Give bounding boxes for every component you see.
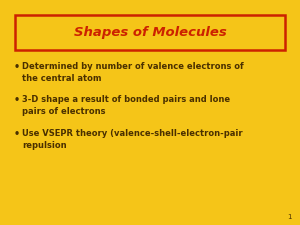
Text: 3-D shape a result of bonded pairs and lone
pairs of electrons: 3-D shape a result of bonded pairs and l… bbox=[22, 95, 230, 116]
FancyBboxPatch shape bbox=[15, 15, 285, 50]
Text: •: • bbox=[14, 129, 20, 139]
Text: Determined by number of valence electrons of
the central atom: Determined by number of valence electron… bbox=[22, 62, 244, 83]
Text: Use VSEPR theory (valence-shell-electron-pair
repulsion: Use VSEPR theory (valence-shell-electron… bbox=[22, 129, 243, 150]
Text: •: • bbox=[14, 62, 20, 72]
Text: 1: 1 bbox=[287, 214, 292, 220]
Text: Shapes of Molecules: Shapes of Molecules bbox=[74, 26, 226, 39]
Text: •: • bbox=[14, 95, 20, 105]
